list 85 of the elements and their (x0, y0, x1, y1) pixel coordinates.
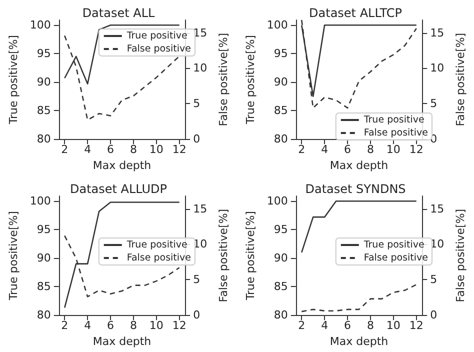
legend-label: True positive (126, 240, 188, 250)
y2-tick-label: 5 (430, 97, 438, 110)
x-axis-title: Max depth (330, 335, 388, 348)
y-tick-label: 80 (274, 308, 288, 322)
y2-tick-label: 5 (193, 273, 200, 286)
legend-label: False positive (364, 128, 428, 138)
y2-tick-label: 0 (193, 132, 200, 146)
y-tick-label: 85 (274, 280, 288, 294)
x-tick-label: 6 (344, 319, 352, 332)
y2-tick-label: 10 (193, 238, 208, 251)
x-tick-label: 6 (344, 143, 352, 156)
y-tick-label: 100 (266, 18, 288, 32)
x-tick-label: 4 (84, 143, 92, 156)
x-tick-label: 6 (107, 319, 114, 332)
x-tick-label: 2 (298, 143, 306, 156)
x-tick-label: 12 (409, 319, 424, 332)
x-tick-label: 8 (130, 319, 137, 332)
x-tick-label: 4 (321, 143, 328, 156)
y-axis-title: True positive[%] (7, 35, 20, 126)
y-tick-label: 90 (36, 76, 51, 89)
y-tick-label: 95 (36, 47, 51, 60)
y2-tick-label: 10 (430, 62, 444, 75)
legend-label: False positive (126, 252, 192, 264)
x-axis-title: Max depth (92, 159, 152, 172)
x-tick-label: 4 (321, 319, 328, 332)
x-tick-label: 2 (61, 143, 68, 156)
x-tick-label: 6 (107, 143, 114, 156)
y2-axis-title: False positive[%] (217, 32, 230, 126)
x-tick-label: 10 (149, 143, 164, 156)
x-tick-label: 10 (386, 319, 400, 332)
legend-label: False positive (126, 44, 192, 54)
line-series (300, 19, 418, 109)
legend-label: True positive (362, 114, 424, 126)
x-tick-label: 2 (61, 319, 68, 332)
x-tick-label: 8 (130, 143, 137, 156)
x-tick-label: 2 (298, 319, 306, 332)
y-tick-label: 90 (274, 76, 288, 89)
chart-title: Dataset ALLTCP (309, 6, 402, 20)
y-axis-title: True positive[%] (244, 211, 257, 302)
y-tick-label: 80 (36, 308, 51, 322)
y2-tick-label: 10 (430, 238, 444, 251)
y-tick-label: 95 (274, 47, 288, 60)
x-tick-label: 12 (172, 143, 186, 156)
y-tick-label: 85 (274, 104, 288, 118)
x-tick-label: 12 (172, 319, 186, 332)
y2-tick-label: 15 (430, 26, 444, 40)
y-tick-label: 100 (30, 194, 51, 208)
y-tick-label: 85 (36, 280, 51, 294)
x-tick-label: 10 (149, 319, 164, 332)
y2-tick-label: 0 (193, 308, 200, 322)
x-axis-title: Max depth (92, 335, 152, 348)
y2-tick-label: 10 (193, 62, 208, 75)
x-tick-label: 12 (409, 143, 424, 156)
y-tick-label: 100 (30, 18, 51, 32)
y2-tick-label: 0 (430, 308, 438, 322)
y2-tick-label: 5 (193, 97, 200, 110)
y2-axis-title: False positive[%] (454, 208, 467, 302)
y2-tick-label: 5 (430, 273, 438, 286)
y-tick-label: 95 (36, 223, 51, 236)
chart-title: Dataset SYNDNS (305, 182, 406, 196)
legend-label: False positive (364, 252, 428, 264)
y-tick-label: 80 (36, 132, 51, 146)
y2-tick-label: 15 (193, 202, 208, 216)
legend-label: True positive (126, 30, 188, 42)
y-tick-label: 90 (36, 252, 51, 265)
y-tick-label: 95 (274, 223, 288, 236)
y-tick-label: 85 (36, 104, 51, 118)
x-tick-label: 8 (366, 143, 374, 156)
x-axis-title: Max depth (330, 159, 388, 172)
y2-axis-title: False positive[%] (454, 32, 467, 126)
y-tick-label: 80 (274, 132, 288, 146)
y-axis-title: True positive[%] (244, 35, 257, 126)
x-tick-label: 8 (366, 319, 374, 332)
x-tick-label: 4 (84, 319, 92, 332)
chart-title: Dataset ALLUDP (70, 182, 168, 196)
chart-title: Dataset ALL (82, 6, 156, 20)
y-tick-label: 90 (274, 252, 288, 265)
y2-axis-title: False positive[%] (217, 208, 230, 302)
line-series (300, 284, 418, 312)
legend-label: True positive (362, 240, 424, 250)
y2-tick-label: 15 (193, 26, 208, 40)
x-tick-label: 10 (386, 143, 400, 156)
y2-tick-label: 15 (430, 202, 444, 216)
y-tick-label: 100 (266, 194, 288, 208)
y-axis-title: True positive[%] (7, 211, 20, 302)
